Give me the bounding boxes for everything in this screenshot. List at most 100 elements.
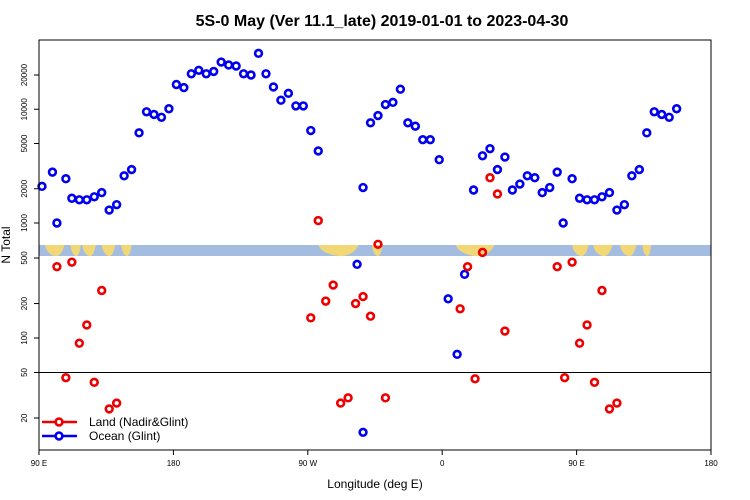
- ocean-point-27: [238, 69, 249, 79]
- ocean-point-12: [126, 164, 137, 175]
- ocean-point-25: [223, 60, 234, 70]
- ocean-point-13: [134, 128, 144, 138]
- map-land-3: [101, 245, 116, 257]
- land-point-9: [306, 313, 316, 323]
- ocean-point-69: [589, 195, 600, 205]
- land-point-29: [567, 257, 577, 267]
- land-point-0: [52, 261, 62, 272]
- ocean-point-68: [582, 195, 592, 205]
- land-point-26: [500, 326, 510, 336]
- map-land-5: [318, 245, 359, 257]
- land-point-10: [313, 215, 323, 226]
- y-tick-label-2000: 2000: [20, 179, 29, 197]
- ocean-point-39: [358, 182, 368, 193]
- plot-frame: [38, 39, 712, 451]
- x-tick-label-2: 90 W: [298, 459, 317, 468]
- y-axis-label: N Total: [0, 226, 13, 263]
- ocean-point-36: [306, 125, 316, 136]
- ocean-point-15: [149, 109, 159, 120]
- y-tick-label-20: 20: [20, 413, 29, 422]
- legend-marker-1: [54, 431, 64, 441]
- ocean-point-61: [530, 173, 540, 183]
- ocean-point-16: [156, 112, 167, 122]
- x-tick-label-4: 90 E: [568, 459, 584, 468]
- map-land-11: [642, 245, 652, 257]
- ocean-point-66: [567, 174, 577, 184]
- land-point-18: [373, 239, 383, 249]
- ocean-point-63: [545, 182, 555, 193]
- land-point-4: [82, 320, 92, 330]
- land-point-21: [462, 261, 473, 272]
- land-point-23: [477, 247, 488, 258]
- ocean-point-76: [642, 128, 652, 138]
- ocean-point-3: [61, 174, 71, 184]
- ocean-point-2: [52, 218, 62, 228]
- y-tick-label-200: 200: [20, 296, 29, 310]
- ocean-point-8: [97, 187, 107, 198]
- ocean-point-30: [261, 69, 271, 79]
- land-point-11: [321, 296, 331, 306]
- ocean-point-0: [37, 181, 47, 192]
- ocean-point-71: [604, 187, 615, 198]
- land-point-12: [328, 280, 338, 290]
- ocean-point-7: [89, 192, 99, 202]
- ocean-point-20: [186, 69, 197, 79]
- map-land-10: [619, 245, 637, 257]
- y-tick-label-5000: 5000: [20, 134, 29, 152]
- land-point-35: [612, 398, 622, 408]
- ocean-point-54: [477, 151, 488, 161]
- land-point-2: [67, 257, 77, 267]
- ocean-point-28: [246, 70, 256, 80]
- ocean-point-5: [74, 195, 85, 205]
- ocean-point-56: [492, 164, 503, 175]
- legend-marker-0: [54, 417, 64, 427]
- ocean-point-44: [395, 84, 406, 94]
- map-land-8: [572, 245, 589, 257]
- ocean-point-46: [410, 121, 421, 131]
- ocean-point-41: [373, 110, 383, 121]
- ocean-point-79: [664, 112, 674, 122]
- x-tick-label-0: 90 E: [31, 459, 47, 468]
- ocean-point-14: [141, 107, 152, 117]
- ocean-point-62: [537, 187, 547, 198]
- land-point-15: [350, 298, 361, 309]
- land-point-32: [589, 377, 600, 388]
- ocean-point-57: [500, 152, 510, 162]
- land-point-27: [552, 261, 562, 272]
- ocean-point-31: [268, 82, 279, 92]
- ocean-point-75: [634, 164, 645, 175]
- ocean-point-51: [452, 349, 462, 360]
- x-tick-label-3: 0: [440, 459, 445, 468]
- ocean-point-58: [507, 185, 518, 195]
- land-point-3: [74, 338, 85, 348]
- ocean-point-9: [104, 205, 114, 215]
- ocean-point-23: [209, 66, 219, 77]
- ocean-point-40: [365, 118, 376, 128]
- ocean-point-78: [657, 109, 667, 120]
- ocean-point-4: [67, 193, 77, 203]
- y-tick-label-10000: 10000: [20, 98, 29, 121]
- x-tick-label-5: 180: [704, 459, 718, 468]
- x-tick-label-1: 180: [167, 459, 181, 468]
- land-point-22: [470, 374, 480, 384]
- land-point-19: [380, 393, 391, 403]
- y-axis: 1000 2000 5000 10000 20000 20 50 100 200 500: [20, 63, 39, 422]
- land-point-16: [358, 291, 368, 302]
- legend: Land (Nadir&Glint)Ocean (Glint): [42, 415, 188, 443]
- ocean-point-70: [597, 192, 607, 202]
- map-land-4: [121, 245, 132, 257]
- map-land-1: [70, 245, 81, 257]
- ocean-point-32: [276, 95, 286, 105]
- legend-label-1: Ocean (Glint): [89, 429, 160, 443]
- legend-label-0: Land (Nadir&Glint): [89, 415, 188, 429]
- ocean-point-64: [552, 167, 562, 177]
- data-points: [37, 48, 682, 437]
- ocean-point-59: [515, 179, 525, 189]
- ocean-point-67: [574, 193, 585, 203]
- ocean-point-10: [111, 199, 122, 210]
- ocean-point-22: [201, 69, 211, 79]
- ocean-point-35: [298, 101, 309, 111]
- ocean-point-65: [558, 218, 568, 228]
- land-point-20: [455, 304, 465, 314]
